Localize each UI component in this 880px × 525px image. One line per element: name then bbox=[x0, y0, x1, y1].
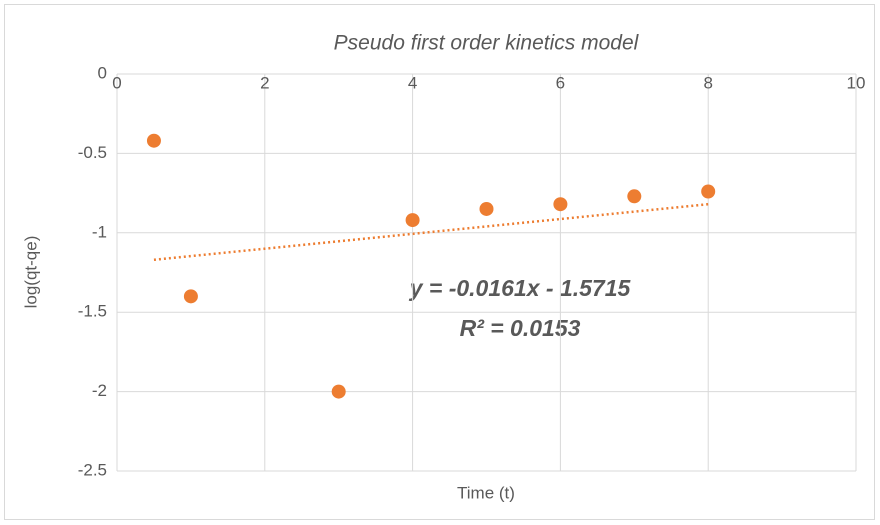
y-tick-label: -1 bbox=[92, 222, 107, 241]
x-tick-label: 2 bbox=[260, 73, 269, 92]
x-axis-title: Time (t) bbox=[457, 483, 515, 502]
data-point bbox=[627, 189, 642, 204]
data-point bbox=[331, 384, 346, 399]
x-tick-label: 6 bbox=[556, 73, 565, 92]
y-tick-label: -2 bbox=[92, 381, 107, 400]
x-tick-label: 8 bbox=[703, 73, 712, 92]
data-point bbox=[405, 213, 420, 228]
y-tick-label: -0.5 bbox=[78, 143, 107, 162]
chart-title: Pseudo first order kinetics model bbox=[334, 32, 640, 55]
data-point bbox=[183, 289, 198, 304]
data-point bbox=[701, 184, 716, 199]
data-point bbox=[146, 133, 161, 148]
x-tick-label: 0 bbox=[112, 73, 121, 92]
x-tick-label: 10 bbox=[847, 73, 866, 92]
y-tick-label: -2.5 bbox=[78, 460, 107, 479]
x-tick-label: 4 bbox=[408, 73, 417, 92]
y-axis-title: log(qt-qe) bbox=[21, 236, 40, 309]
chart-frame bbox=[4, 4, 875, 520]
trend-equation: y = -0.0161x - 1.5715 bbox=[409, 275, 632, 301]
y-tick-label: 0 bbox=[98, 63, 107, 82]
data-point bbox=[553, 197, 568, 212]
data-point bbox=[479, 201, 494, 216]
trend-r-squared: R² = 0.0153 bbox=[460, 315, 581, 341]
y-tick-label: -1.5 bbox=[78, 302, 107, 321]
